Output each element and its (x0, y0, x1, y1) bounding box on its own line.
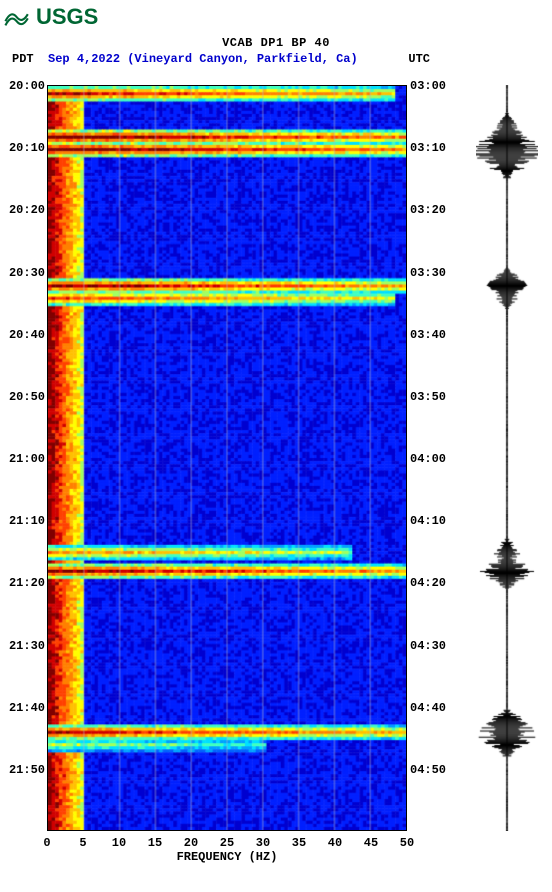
x-axis-label: FREQUENCY (HZ) (47, 850, 407, 864)
xtick: 15 (148, 836, 162, 850)
ytick-left: 20:20 (0, 203, 45, 217)
location: (Vineyard Canyon, Parkfield, Ca) (127, 52, 357, 66)
ytick-left: 21:40 (0, 701, 45, 715)
xtick: 0 (43, 836, 50, 850)
ytick-right: 04:20 (410, 576, 470, 590)
ytick-right: 03:00 (410, 79, 470, 93)
spectrogram-plot (47, 85, 407, 831)
ytick-left: 20:30 (0, 266, 45, 280)
ytick-right: 04:00 (410, 452, 470, 466)
ytick-left: 20:50 (0, 390, 45, 404)
xtick: 10 (112, 836, 126, 850)
waveform-canvas (476, 85, 538, 831)
tz-left: PDT (12, 52, 34, 66)
ytick-right: 04:10 (410, 514, 470, 528)
xtick: 5 (79, 836, 86, 850)
ytick-right: 03:50 (410, 390, 470, 404)
ytick-left: 21:30 (0, 639, 45, 653)
ytick-right: 04:30 (410, 639, 470, 653)
ytick-left: 20:10 (0, 141, 45, 155)
chart-subtitle: PDT Sep 4,2022 (Vineyard Canyon, Parkfie… (12, 52, 540, 66)
y-axis-right: 03:0003:1003:2003:3003:4003:5004:0004:10… (410, 85, 470, 831)
xtick: 50 (400, 836, 414, 850)
usgs-logo: USGS (4, 4, 98, 30)
logo-text: USGS (36, 4, 98, 30)
xtick: 45 (364, 836, 378, 850)
ytick-right: 03:30 (410, 266, 470, 280)
ytick-left: 21:00 (0, 452, 45, 466)
ytick-left: 21:10 (0, 514, 45, 528)
tz-right: UTC (408, 52, 430, 66)
ytick-left: 20:00 (0, 79, 45, 93)
xtick: 35 (292, 836, 306, 850)
xtick: 30 (256, 836, 270, 850)
xtick: 25 (220, 836, 234, 850)
ytick-right: 03:40 (410, 328, 470, 342)
ytick-right: 04:40 (410, 701, 470, 715)
wave-icon (4, 7, 32, 27)
ytick-left: 21:50 (0, 763, 45, 777)
ytick-right: 04:50 (410, 763, 470, 777)
ytick-left: 20:40 (0, 328, 45, 342)
ytick-right: 03:20 (410, 203, 470, 217)
xtick: 20 (184, 836, 198, 850)
xtick: 40 (328, 836, 342, 850)
waveform-plot (476, 85, 538, 831)
ytick-right: 03:10 (410, 141, 470, 155)
ytick-left: 21:20 (0, 576, 45, 590)
spectrogram-canvas (48, 86, 406, 830)
chart-title: VCAB DP1 BP 40 (0, 36, 552, 50)
x-axis: FREQUENCY (HZ) 05101520253035404550 (47, 832, 407, 862)
y-axis-left: 20:0020:1020:2020:3020:4020:5021:0021:10… (0, 85, 45, 831)
date: Sep 4,2022 (48, 52, 120, 66)
